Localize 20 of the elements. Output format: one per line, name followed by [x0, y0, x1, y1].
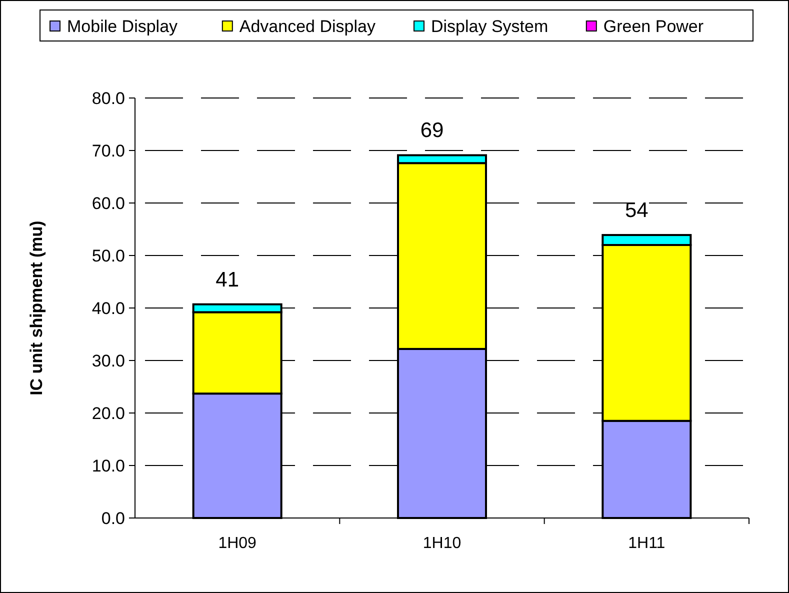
- x-tick-label: 1H10: [422, 535, 462, 552]
- legend-label: Display System: [431, 16, 548, 36]
- y-tick-label: 80.0: [92, 88, 125, 108]
- y-tick-label: 30.0: [92, 351, 125, 370]
- y-tick-label: 10.0: [92, 456, 125, 476]
- y-axis-title: IC unit shipment (mu): [27, 220, 46, 396]
- total-label: 69: [420, 119, 444, 142]
- y-tick-label: 60.0: [92, 194, 125, 213]
- legend-label: Advanced Display: [239, 16, 376, 36]
- y-tick-label: 20.0: [92, 404, 125, 423]
- x-tick-label: 1H11: [628, 535, 666, 552]
- x-tick-label: 1H09: [218, 535, 257, 552]
- y-tick-label: 0.0: [101, 508, 125, 528]
- y-tick-label: 40.0: [92, 298, 125, 318]
- legend-label: Green Power: [603, 16, 704, 36]
- y-tick-label: 50.0: [92, 246, 125, 266]
- total-label: 41: [216, 268, 240, 292]
- legend-label: Mobile Display: [67, 16, 178, 36]
- total-label: 54: [624, 199, 649, 222]
- y-tick-label: 70.0: [92, 141, 125, 160]
